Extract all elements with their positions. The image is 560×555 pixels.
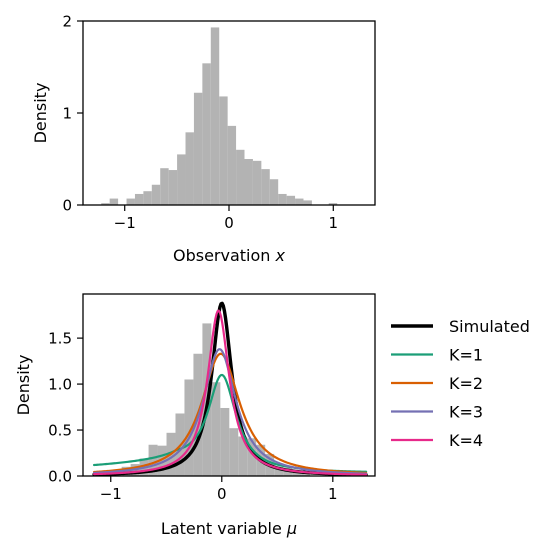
top-histogram-bars [101,27,337,205]
top-bar-3 [127,199,135,205]
bottom-ytick-label-0: 0.0 [48,468,72,486]
top-xtick-label-1: 0 [224,214,234,232]
top-bar-21 [278,194,286,205]
top-bar-4 [135,194,143,205]
top-histogram-panel: −1 0 1 0 1 2 Observation x Density [31,13,375,266]
bottom-x-axis-label: Latent variable μ [161,519,297,538]
bottom-x-ticks: −1 0 1 [100,476,338,503]
bottom-xtick-label-1: 0 [217,485,227,503]
top-bar-22 [287,196,295,205]
top-ytick-label-2: 2 [62,13,72,31]
top-bar-17 [244,159,252,205]
bottom-ytick-label-3: 1.5 [48,330,72,348]
top-xtick-label-2: 1 [329,214,339,232]
top-y-ticks: 0 1 2 [62,13,83,215]
bottom-ytick-label-1: 0.5 [48,422,72,440]
top-ytick-label-1: 1 [62,105,72,123]
top-y-axis-label: Density [31,83,50,144]
bottom-ytick-label-2: 1.0 [48,376,72,394]
top-bar-23 [295,199,303,205]
bottom-bar-15 [220,408,229,476]
bottom-bar-16 [229,428,238,476]
top-bar-11 [194,93,202,205]
legend-label-4: K=4 [449,431,483,450]
top-bar-8 [169,170,177,205]
top-bar-24 [303,200,311,205]
top-bar-15 [228,126,236,205]
bottom-density-panel: −1 0 1 0.0 0.5 1.0 1.5 Latent variable μ Dens… [14,294,375,538]
top-bar-18 [253,161,261,205]
top-bar-14 [219,96,227,205]
top-bar-7 [160,168,168,205]
top-bar-16 [236,150,244,205]
top-bar-9 [177,154,185,205]
bottom-xtick-label-0: −1 [100,485,122,503]
top-bar-20 [270,179,278,205]
legend-label-2: K=2 [449,374,483,393]
top-bar-13 [211,27,219,205]
top-bar-6 [152,185,160,205]
bottom-y-axis-label: Density [14,355,33,416]
top-bar-12 [202,63,210,205]
top-x-axis-label: Observation x [173,246,286,265]
top-x-ticks: −1 0 1 [114,205,338,232]
top-bar-5 [143,191,151,205]
bottom-y-ticks: 0.0 0.5 1.0 1.5 [48,330,83,486]
bottom-xtick-label-2: 1 [328,485,338,503]
legend-label-0: Simulated [449,317,530,336]
top-xtick-label-0: −1 [114,214,136,232]
top-bar-1 [110,199,118,205]
legend: Simulated K=1 K=2 K=3 K=4 [391,317,530,450]
legend-label-3: K=3 [449,403,483,422]
legend-label-1: K=1 [449,346,483,365]
top-bar-10 [186,132,194,205]
top-ytick-label-0: 0 [62,197,72,215]
top-bar-19 [261,169,269,205]
